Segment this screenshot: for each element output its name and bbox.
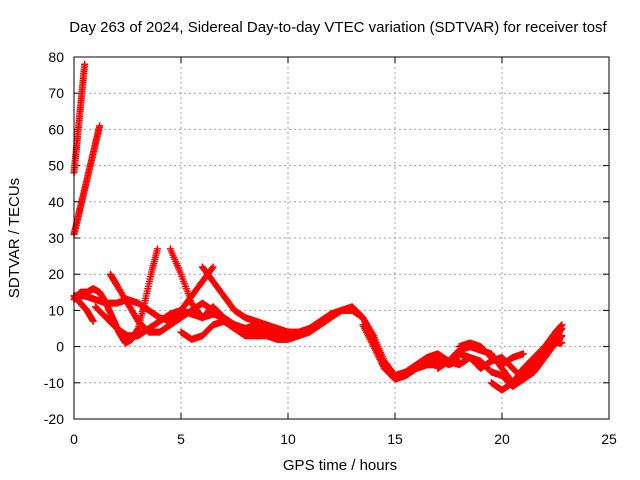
- y-tick-label: 70: [48, 85, 64, 101]
- x-axis-ticks: 0 5 10 15 20 25: [70, 57, 617, 447]
- x-tick-label: 20: [494, 431, 510, 447]
- data-point: [558, 332, 566, 340]
- data-point: [558, 339, 566, 347]
- y-tick-label: 0: [56, 339, 64, 355]
- y-tick-label: 50: [48, 158, 64, 174]
- data-point: [208, 264, 216, 272]
- x-tick-label: 5: [177, 431, 185, 447]
- data-point: [89, 317, 97, 325]
- series-arc-2: [70, 122, 104, 238]
- y-tick-label: 80: [48, 49, 64, 65]
- y-tick-label: 30: [48, 230, 64, 246]
- grid-lines: [74, 57, 609, 419]
- x-tick-label: 0: [70, 431, 78, 447]
- y-tick-label: 20: [48, 266, 64, 282]
- series-arc-14: [455, 339, 527, 369]
- data-point: [519, 350, 527, 358]
- y-tick-label: 10: [48, 302, 64, 318]
- x-tick-label: 15: [387, 431, 403, 447]
- x-axis-label: GPS time / hours: [283, 457, 397, 474]
- x-tick-label: 25: [601, 431, 617, 447]
- plot-frame: [73, 56, 610, 420]
- data-point: [153, 245, 161, 253]
- y-tick-label: -20: [44, 411, 64, 427]
- x-tick-label: 10: [280, 431, 296, 447]
- y-axis-ticks: -20 -10 0 10 20 30 40 50 60 70 80: [44, 49, 609, 427]
- y-tick-label: -10: [44, 375, 64, 391]
- y-axis-label: SDTVAR / TECUs: [6, 178, 23, 298]
- data-point: [81, 60, 89, 68]
- series-arc-13: [487, 321, 566, 394]
- chart-title: Day 263 of 2024, Sidereal Day-to-day VTE…: [69, 19, 607, 36]
- y-tick-label: 60: [48, 121, 64, 137]
- series-arc-1: [70, 60, 89, 177]
- data-series: [70, 60, 566, 394]
- data-point: [209, 263, 217, 271]
- y-tick-label: 40: [48, 194, 64, 210]
- data-point: [558, 321, 566, 329]
- data-point: [96, 122, 104, 130]
